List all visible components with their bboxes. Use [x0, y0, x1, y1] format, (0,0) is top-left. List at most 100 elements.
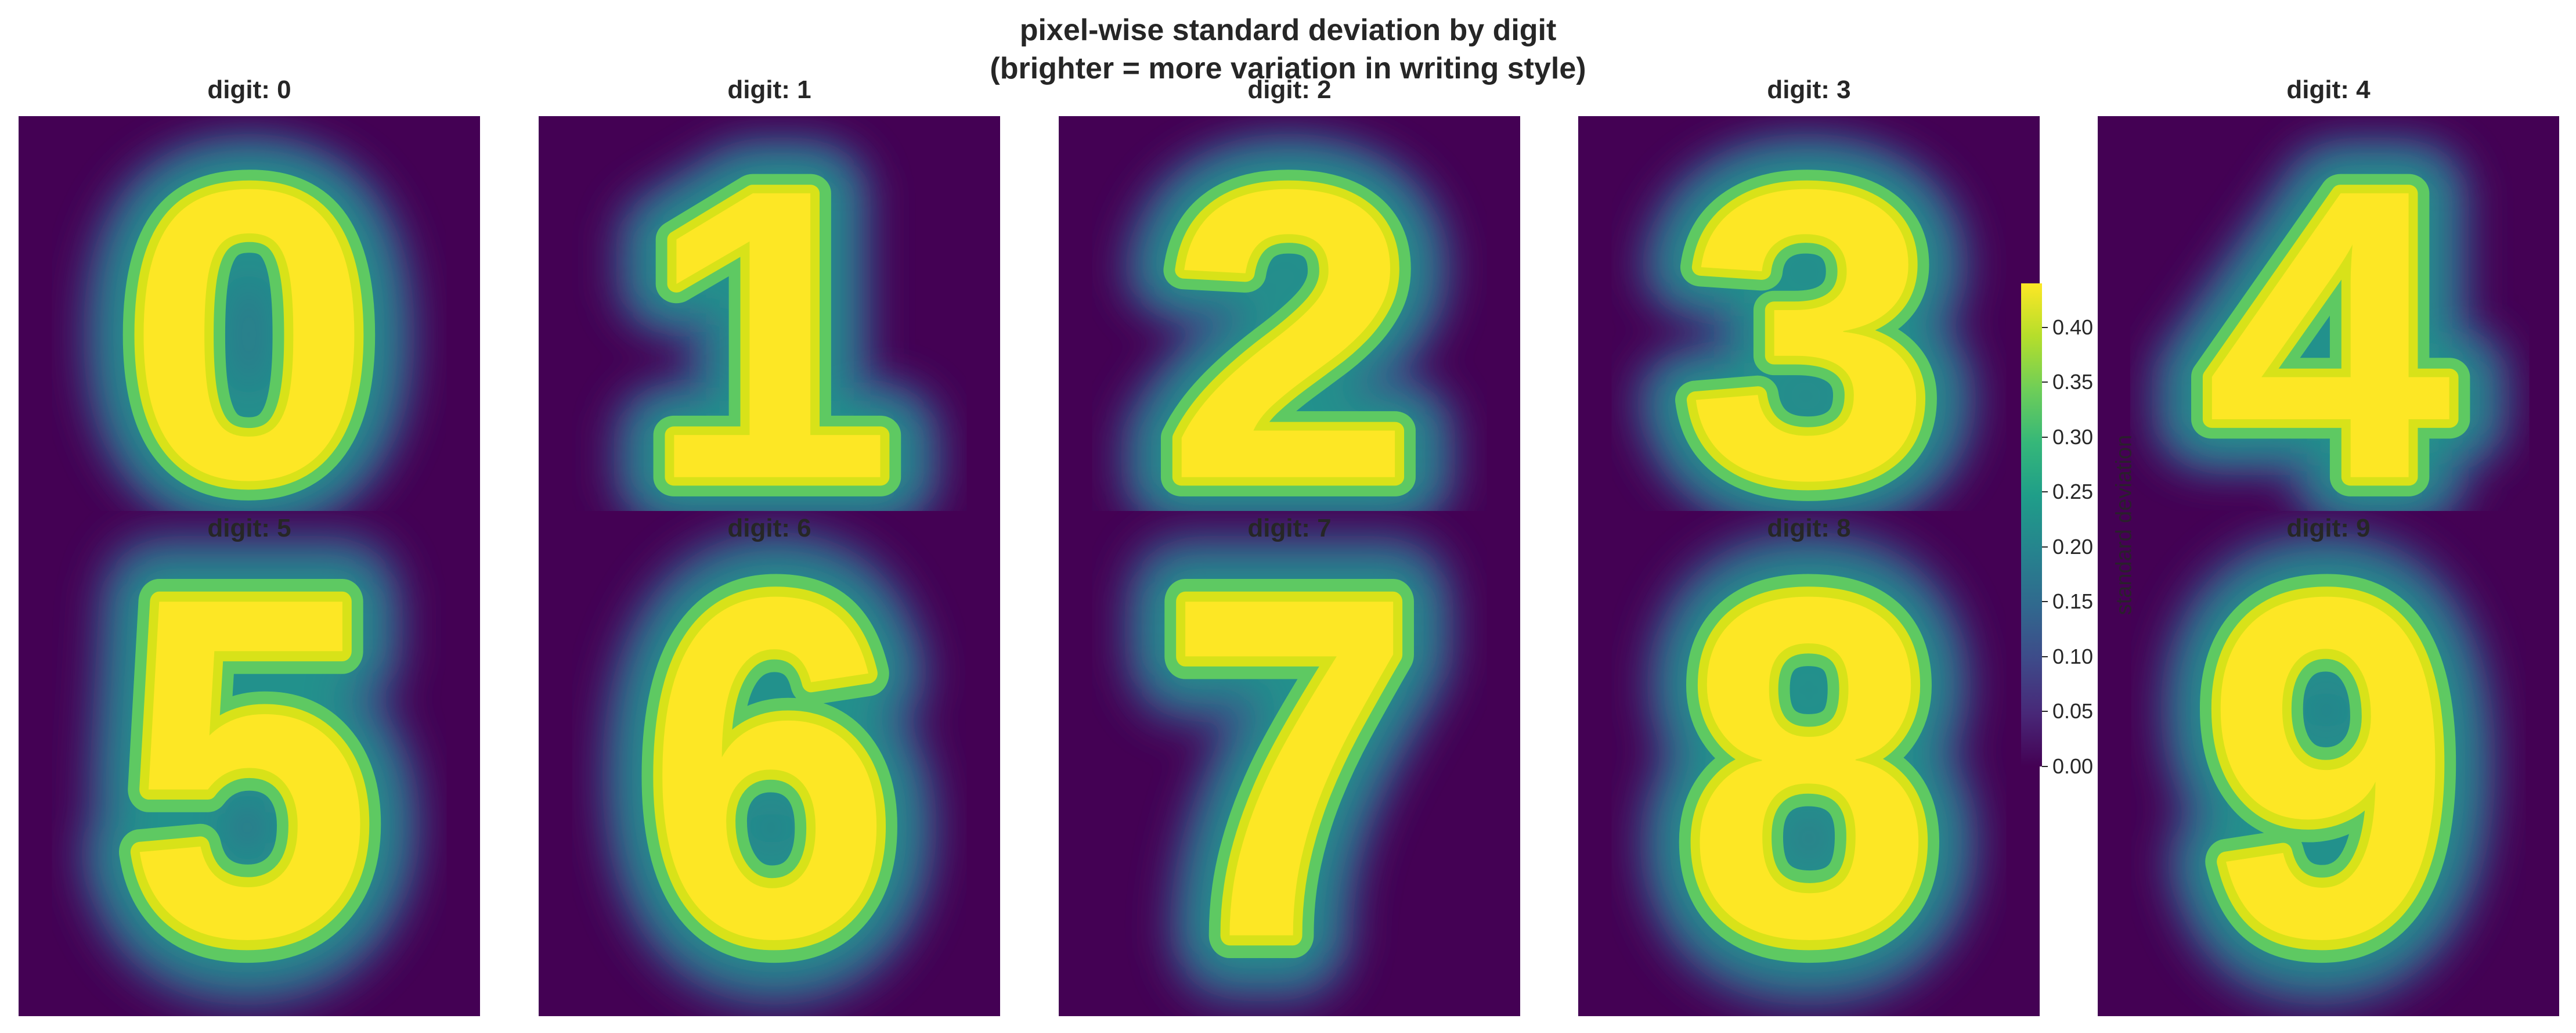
digit-glyph-layer-1: 0 — [126, 116, 372, 546]
colorbar-tick-label: 0.05 — [2052, 699, 2094, 724]
digit-glyph-layer-0: 0 — [126, 116, 372, 546]
chart-subtitle: (brighter = more variation in writing st… — [990, 52, 1586, 85]
digit-glyph-layer-2: 0 — [126, 116, 372, 546]
panel-title: digit: 1 — [727, 75, 811, 104]
panel-title: digit: 8 — [1767, 514, 1851, 542]
panel-title: digit: 9 — [2286, 514, 2371, 542]
colorbar-tick-label: 0.15 — [2052, 589, 2094, 614]
colorbar-tick-mark — [2042, 766, 2048, 767]
digit-glyph-layer-3: 2 — [1166, 116, 1412, 546]
digit-glyph-layer-4: 7 — [1166, 511, 1412, 1016]
digit-glyph-layer-2: 9 — [2205, 511, 2451, 1016]
digit-glyph-layer-2: 7 — [1166, 511, 1412, 1016]
panel-title: digit: 7 — [1247, 514, 1332, 542]
digit-glyph-layer-3: 1 — [646, 116, 892, 546]
digit-glyph-layer-0: 1 — [646, 116, 892, 546]
digit-glyph-layer-0: 2 — [1166, 116, 1412, 546]
digit-glyph-layer-4: 9 — [2205, 511, 2451, 1016]
colorbar-tick-label: 0.30 — [2052, 424, 2094, 449]
digit-glyph-layer-2: 5 — [126, 511, 372, 1016]
panel-digit-6: 6 6 6 6 6 digit: 6 — [539, 0, 1000, 1033]
digit-glyph-layer-1: 6 — [646, 511, 892, 1016]
digit-glyph-layer-1: 5 — [126, 511, 372, 1016]
digit-glyph-layer-0: 3 — [1686, 116, 1932, 546]
digit-glyph-layer-3: 7 — [1166, 511, 1412, 1016]
digit-glyph-layer-1: 3 — [1686, 116, 1932, 546]
colorbar-tick-mark — [2042, 381, 2048, 383]
panel-title: digit: 5 — [207, 514, 291, 542]
panel-digit-4: 4 4 4 4 4 digit: 4 — [2098, 0, 2559, 1033]
digit-glyph-layer-2: 4 — [2205, 116, 2454, 546]
digit-glyph-layer-4: 0 — [126, 116, 372, 546]
digit-glyph-layer-4: 2 — [1166, 116, 1412, 546]
digit-glyph-layer-2: 2 — [1166, 116, 1412, 546]
digit-glyph-layer-0: 4 — [2205, 116, 2454, 546]
colorbar-tick-mark — [2042, 711, 2048, 712]
panel-title: digit: 0 — [207, 75, 291, 104]
panel-title: digit: 6 — [727, 514, 811, 542]
panel-digit-5: 5 5 5 5 5 digit: 5 — [19, 0, 480, 1033]
digit-glyph-layer-1: 2 — [1166, 116, 1412, 546]
panel-digit-0: 0 0 0 0 0 digit: 0 — [19, 0, 480, 1033]
digit-glyph-layer-4: 1 — [646, 116, 892, 546]
colorbar-tick-label: 0.10 — [2052, 644, 2094, 668]
colorbar-tick-label: 0.20 — [2052, 534, 2094, 559]
panel-title: digit: 2 — [1247, 75, 1332, 104]
digit-glyph-layer-2: 1 — [646, 116, 892, 546]
panel-digit-3: 3 3 3 3 3 digit: 3 — [1578, 0, 2040, 1033]
digit-glyph-layer-3: 9 — [2205, 511, 2451, 1016]
colorbar-tick-label: 0.25 — [2052, 480, 2094, 504]
digit-glyph-layer-4: 8 — [1686, 511, 1932, 1016]
colorbar-tick-mark — [2042, 546, 2048, 548]
panel-digit-1: 1 1 1 1 1 digit: 1 — [539, 0, 1000, 1033]
chart-title: pixel-wise standard deviation by digit — [1019, 13, 1557, 47]
digit-glyph-layer-1: 4 — [2205, 116, 2454, 546]
digit-glyph-layer-3: 3 — [1686, 116, 1932, 546]
panel-digit-8: 8 8 8 8 8 digit: 8 — [1578, 0, 2040, 1033]
colorbar-tick-mark — [2042, 436, 2048, 438]
panel-digit-2: 2 2 2 2 2 digit: 2 — [1059, 0, 1520, 1033]
digit-glyph-layer-1: 7 — [1166, 511, 1412, 1016]
colorbar-tick-mark — [2042, 326, 2048, 328]
digit-glyph-layer-1: 9 — [2205, 511, 2451, 1016]
colorbar-tick-mark — [2042, 656, 2048, 657]
digit-glyph-layer-3: 5 — [126, 511, 372, 1016]
digit-glyph-layer-1: 1 — [646, 116, 892, 546]
colorbar-tick-label: 0.00 — [2052, 754, 2094, 778]
digit-glyph-layer-4: 5 — [126, 511, 372, 1016]
colorbar-label: standard deviation — [2112, 434, 2137, 616]
digit-glyph-layer-4: 4 — [2205, 116, 2454, 546]
digit-glyph-layer-4: 3 — [1686, 116, 1932, 546]
digit-glyph-layer-3: 8 — [1686, 511, 1932, 1016]
colorbar-tick-mark — [2042, 601, 2048, 603]
digit-glyph-layer-2: 8 — [1686, 511, 1932, 1016]
digit-glyph-layer-3: 4 — [2205, 116, 2454, 546]
colorbar-tick-mark — [2042, 491, 2048, 493]
digit-glyph-layer-3: 0 — [126, 116, 372, 546]
colorbar-tick-label: 0.40 — [2052, 315, 2094, 339]
panel-title: digit: 4 — [2286, 75, 2371, 104]
digit-glyph-layer-2: 6 — [646, 511, 892, 1016]
digit-glyph-layer-3: 6 — [646, 511, 892, 1016]
digit-glyph-layer-1: 8 — [1686, 511, 1932, 1016]
